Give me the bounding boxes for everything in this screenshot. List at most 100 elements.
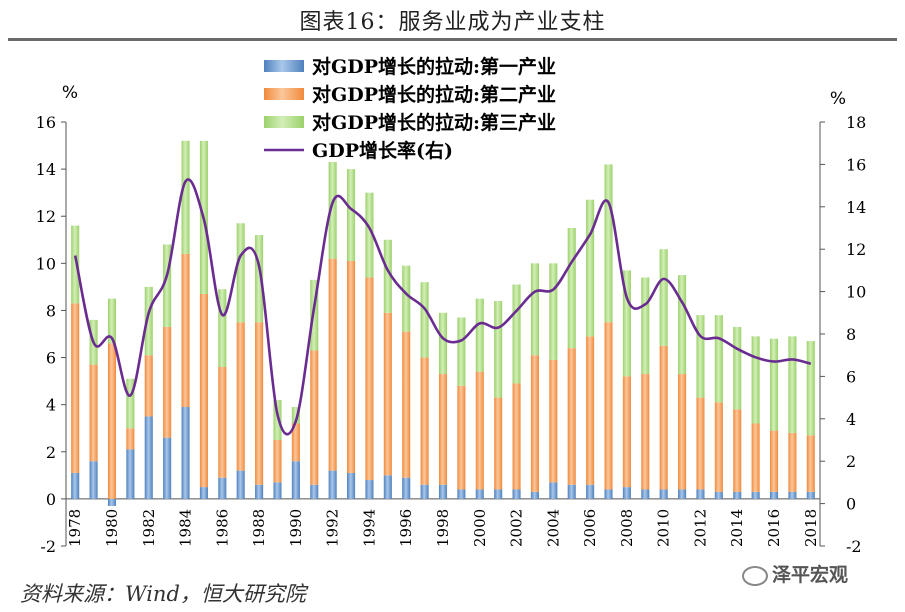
bar-tertiary-1997 xyxy=(420,282,429,358)
x-tick-label: 2000 xyxy=(471,509,489,547)
left-unit-label: % xyxy=(62,83,78,103)
bar-secondary-2001 xyxy=(494,397,503,490)
right-tick-label: 4 xyxy=(846,410,856,429)
bar-secondary-1985 xyxy=(199,293,208,488)
bar-tertiary-2003 xyxy=(530,263,539,356)
x-tick-label: 1982 xyxy=(140,509,158,547)
bar-tertiary-2011 xyxy=(678,275,687,375)
bar-primary-1986 xyxy=(218,477,227,499)
bar-primary-2008 xyxy=(622,487,631,499)
right-tick-label: 18 xyxy=(846,113,866,132)
bar-primary-1993 xyxy=(347,472,356,499)
bar-secondary-2011 xyxy=(678,374,687,490)
bar-primary-1991 xyxy=(310,484,319,499)
bar-primary-2013 xyxy=(714,491,723,499)
x-tick-label: 1994 xyxy=(360,509,378,547)
bar-secondary-1993 xyxy=(347,260,356,473)
bar-secondary-2007 xyxy=(604,322,613,490)
bar-primary-2010 xyxy=(659,489,668,499)
bar-tertiary-1986 xyxy=(218,289,227,367)
bar-secondary-2009 xyxy=(641,374,650,490)
bar-primary-2011 xyxy=(678,489,687,499)
bar-tertiary-2014 xyxy=(733,326,742,410)
right-tick-label: 8 xyxy=(846,325,856,344)
bar-tertiary-1980 xyxy=(107,298,117,344)
bar-primary-1979 xyxy=(89,461,98,499)
x-tick-label: 2006 xyxy=(581,509,599,547)
bar-primary-2015 xyxy=(751,491,760,499)
bar-tertiary-2000 xyxy=(475,298,484,372)
x-tick-label: 1992 xyxy=(324,509,342,547)
bar-secondary-2018 xyxy=(806,435,815,492)
left-tick-label: 8 xyxy=(46,301,56,320)
right-tick-label: 6 xyxy=(846,367,856,386)
bar-tertiary-2012 xyxy=(696,315,705,398)
bar-tertiary-1987 xyxy=(236,223,245,323)
legend: 对GDP增长的拉动:第一产业对GDP增长的拉动:第二产业对GDP增长的拉动:第三… xyxy=(264,55,556,162)
bar-tertiary-2008 xyxy=(622,270,631,377)
axes-layer: -2 0 2 4 6 8 10 12 14 16 -2 0 2 4 6 8 10 12 14 16 18% % 1978 19… xyxy=(36,83,867,556)
bar-tertiary-1981 xyxy=(126,378,135,429)
bar-primary-2003 xyxy=(530,491,539,499)
legend-label: GDP增长率(右) xyxy=(312,139,453,162)
bar-secondary-1998 xyxy=(438,374,448,485)
bar-primary-1981 xyxy=(126,449,135,499)
watermark-label: 泽平宏观 xyxy=(772,564,849,586)
bar-secondary-2002 xyxy=(512,383,521,490)
bar-tertiary-1998 xyxy=(438,312,448,375)
bar-primary-1990 xyxy=(291,461,300,499)
bar-tertiary-2007 xyxy=(604,164,613,323)
bar-primary-2000 xyxy=(475,489,484,499)
bar-secondary-1995 xyxy=(383,312,392,476)
bar-tertiary-1995 xyxy=(383,239,392,313)
bar-secondary-1979 xyxy=(89,364,98,462)
left-tick-label: 10 xyxy=(36,254,56,273)
bar-primary-1996 xyxy=(402,477,411,499)
bar-tertiary-2005 xyxy=(567,228,576,349)
bar-secondary-2008 xyxy=(622,376,631,488)
bar-primary-1998 xyxy=(438,484,448,499)
left-tick-label: 0 xyxy=(46,490,56,509)
left-tick-label: 12 xyxy=(36,207,56,226)
bar-primary-1982 xyxy=(144,416,153,499)
bar-primary-1994 xyxy=(365,480,374,499)
bar-primary-2006 xyxy=(586,484,595,499)
bar-tertiary-2009 xyxy=(641,277,650,375)
bar-primary-1978 xyxy=(71,472,80,499)
left-tick-label: -2 xyxy=(40,537,56,556)
gdp-growth-line xyxy=(73,178,812,436)
right-tick-label: 16 xyxy=(846,155,866,174)
bar-primary-1995 xyxy=(383,475,392,499)
x-tick-label: 2004 xyxy=(544,509,562,547)
bar-secondary-1994 xyxy=(365,277,374,481)
source-note: 资料来源：Wind，恒大研究院 xyxy=(20,582,306,606)
x-tick-label: 2002 xyxy=(508,509,526,547)
bar-secondary-1983 xyxy=(163,326,172,438)
bar-primary-1989 xyxy=(273,482,282,499)
bar-secondary-1980 xyxy=(107,343,117,499)
bar-primary-1984 xyxy=(181,407,190,499)
page-title: 图表16：服务业成为产业支柱 xyxy=(299,10,606,35)
title-divider xyxy=(8,38,897,41)
bar-primary-1980 xyxy=(107,498,117,506)
x-tick-label: 2010 xyxy=(655,509,673,547)
bar-tertiary-1993 xyxy=(347,169,356,261)
bar-tertiary-2018 xyxy=(806,341,815,436)
bar-tertiary-2006 xyxy=(586,199,595,337)
bar-primary-2001 xyxy=(494,489,503,499)
bar-secondary-1999 xyxy=(457,385,466,490)
right-tick-label: 2 xyxy=(846,452,856,471)
legend-swatch xyxy=(264,88,304,100)
left-tick-label: 16 xyxy=(36,113,56,132)
x-tick-label: 2016 xyxy=(765,509,783,547)
x-tick-label: 1996 xyxy=(397,509,415,547)
bar-tertiary-2016 xyxy=(769,338,779,431)
bar-tertiary-2001 xyxy=(494,301,503,398)
bar-secondary-2015 xyxy=(751,423,760,492)
legend-label: 对GDP增长的拉动:第二产业 xyxy=(312,83,556,106)
legend-swatch xyxy=(264,60,304,72)
bar-tertiary-1982 xyxy=(144,286,153,356)
bar-tertiary-1999 xyxy=(457,317,466,386)
legend-label: 对GDP增长的拉动:第一产业 xyxy=(312,55,556,78)
bar-secondary-1981 xyxy=(126,428,135,450)
